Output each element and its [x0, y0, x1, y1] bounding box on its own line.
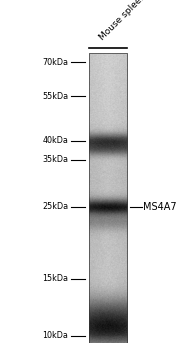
Text: 70kDa: 70kDa — [42, 58, 68, 67]
Text: 15kDa: 15kDa — [42, 274, 68, 283]
Text: 35kDa: 35kDa — [42, 155, 68, 164]
Text: 40kDa: 40kDa — [42, 136, 68, 145]
Text: 55kDa: 55kDa — [42, 92, 68, 100]
Bar — [88, 52, 127, 343]
Text: 10kDa: 10kDa — [42, 331, 68, 340]
Text: MS4A7: MS4A7 — [143, 202, 177, 212]
Text: 25kDa: 25kDa — [42, 202, 68, 211]
Text: Mouse spleen: Mouse spleen — [98, 0, 148, 42]
